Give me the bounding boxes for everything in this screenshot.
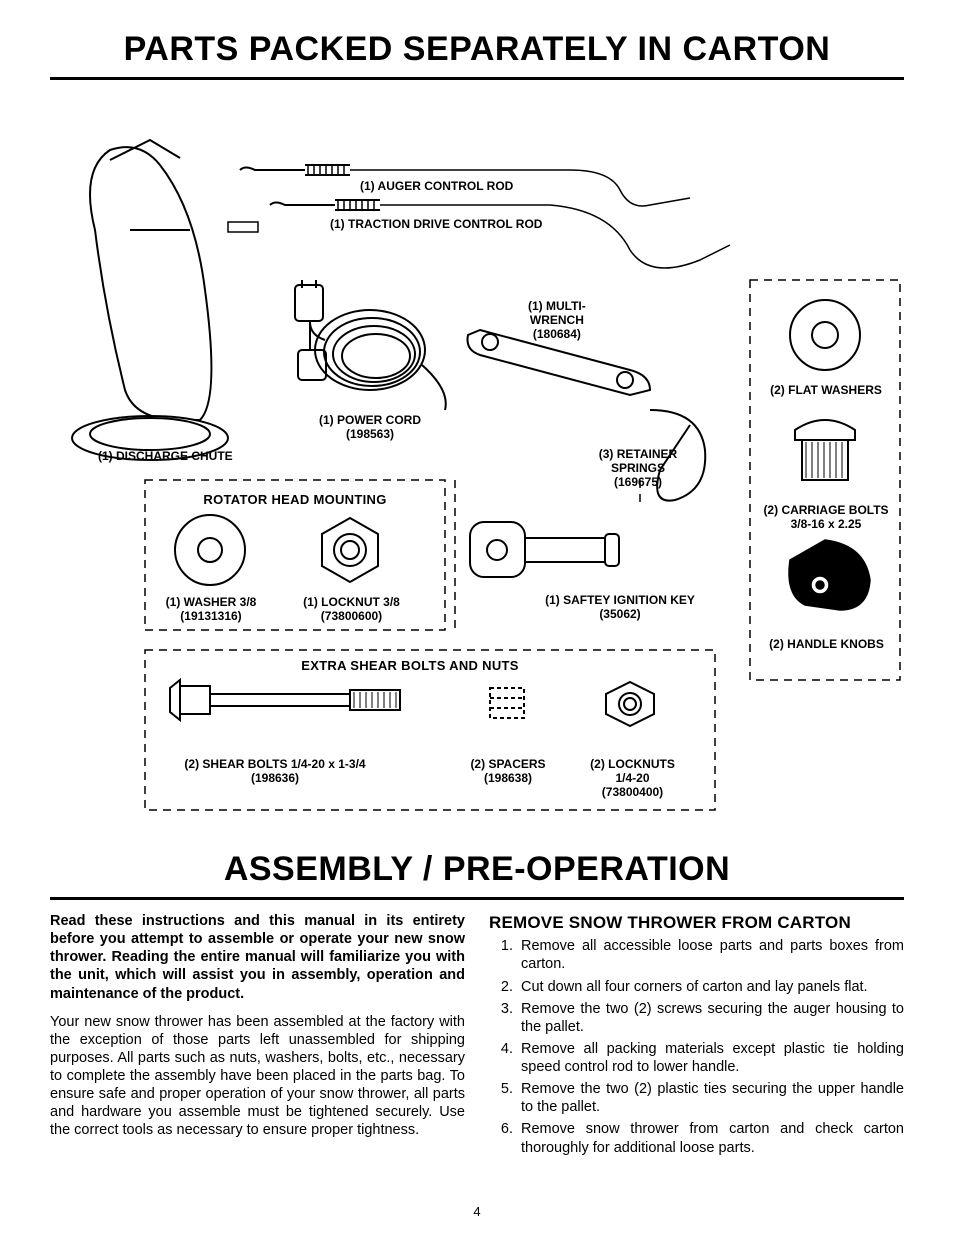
label-handle-knobs: (2) HANDLE KNOBS xyxy=(764,638,889,652)
step-item: Remove all accessible loose parts and pa… xyxy=(517,937,904,973)
label-retainer-springs: (3) RETAINER SPRINGS (169675) xyxy=(588,448,688,489)
step-item: Remove snow thrower from carton and chec… xyxy=(517,1120,904,1156)
assembly-title: ASSEMBLY / PRE-OPERATION xyxy=(50,850,904,889)
label-shear-bolts: (2) SHEAR BOLTS 1/4-20 x 1-3/4 (198636) xyxy=(160,758,390,786)
parts-diagram: (1) AUGER CONTROL ROD (1) TRACTION DRIVE… xyxy=(50,110,904,830)
page-number: 4 xyxy=(0,1204,954,1219)
label-carriage-bolts: (2) CARRIAGE BOLTS 3/8-16 x 2.25 xyxy=(752,504,900,532)
label-power-cord: (1) POWER CORD (198563) xyxy=(305,414,435,442)
step-item: Remove the two (2) screws securing the a… xyxy=(517,1000,904,1036)
rule-top xyxy=(50,77,904,80)
intro-bold: Read these instructions and this manual … xyxy=(50,912,465,1003)
step-item: Cut down all four corners of carton and … xyxy=(517,978,904,996)
label-auger-rod: (1) AUGER CONTROL ROD xyxy=(360,180,513,194)
label-locknut-38: (1) LOCKNUT 3/8 (73800600) xyxy=(294,596,409,624)
heading-rotator: ROTATOR HEAD MOUNTING xyxy=(180,492,410,507)
step-item: Remove the two (2) plastic ties securing… xyxy=(517,1080,904,1116)
rule-mid xyxy=(50,897,904,900)
assembly-columns: Read these instructions and this manual … xyxy=(50,912,904,1161)
column-right: REMOVE SNOW THROWER FROM CARTON Remove a… xyxy=(489,912,904,1161)
heading-shear: EXTRA SHEAR BOLTS AND NUTS xyxy=(280,658,540,673)
label-flat-washers: (2) FLAT WASHERS xyxy=(766,384,886,398)
step-item: Remove all packing materials except plas… xyxy=(517,1040,904,1076)
label-locknuts-14: (2) LOCKNUTS 1/4-20 (73800400) xyxy=(580,758,685,799)
label-spacers: (2) SPACERS (198638) xyxy=(458,758,558,786)
intro-paragraph: Your new snow thrower has been assembled… xyxy=(50,1013,465,1140)
label-discharge-chute: (1) DISCHARGE CHUTE xyxy=(98,450,233,464)
label-washer-38: (1) WASHER 3/8 (19131316) xyxy=(156,596,266,624)
parts-title: PARTS PACKED SEPARATELY IN CARTON xyxy=(50,30,904,69)
steps-list: Remove all accessible loose parts and pa… xyxy=(489,937,904,1156)
column-left: Read these instructions and this manual … xyxy=(50,912,465,1161)
remove-heading: REMOVE SNOW THROWER FROM CARTON xyxy=(489,912,904,933)
label-traction-rod: (1) TRACTION DRIVE CONTROL ROD xyxy=(330,218,542,232)
label-multi-wrench: (1) MULTI- WRENCH (180684) xyxy=(528,300,586,341)
label-safety-key: (1) SAFTEY IGNITION KEY (35062) xyxy=(520,594,720,622)
